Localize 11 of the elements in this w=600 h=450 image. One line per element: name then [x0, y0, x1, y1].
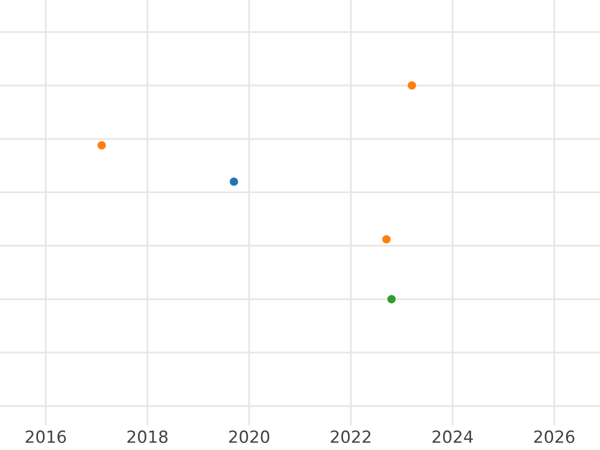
x-tick-label: 2024 — [432, 430, 473, 444]
point — [230, 177, 238, 186]
x-tick-label: 2018 — [127, 430, 168, 444]
x-tick-label: 2022 — [330, 430, 370, 444]
x-tick-label: 2016 — [26, 430, 66, 444]
x-tick-label: 2026 — [534, 430, 574, 444]
point — [408, 81, 416, 90]
point — [387, 295, 396, 304]
point — [98, 141, 106, 150]
point — [382, 235, 391, 244]
x-tick-label: 2020 — [229, 430, 270, 444]
